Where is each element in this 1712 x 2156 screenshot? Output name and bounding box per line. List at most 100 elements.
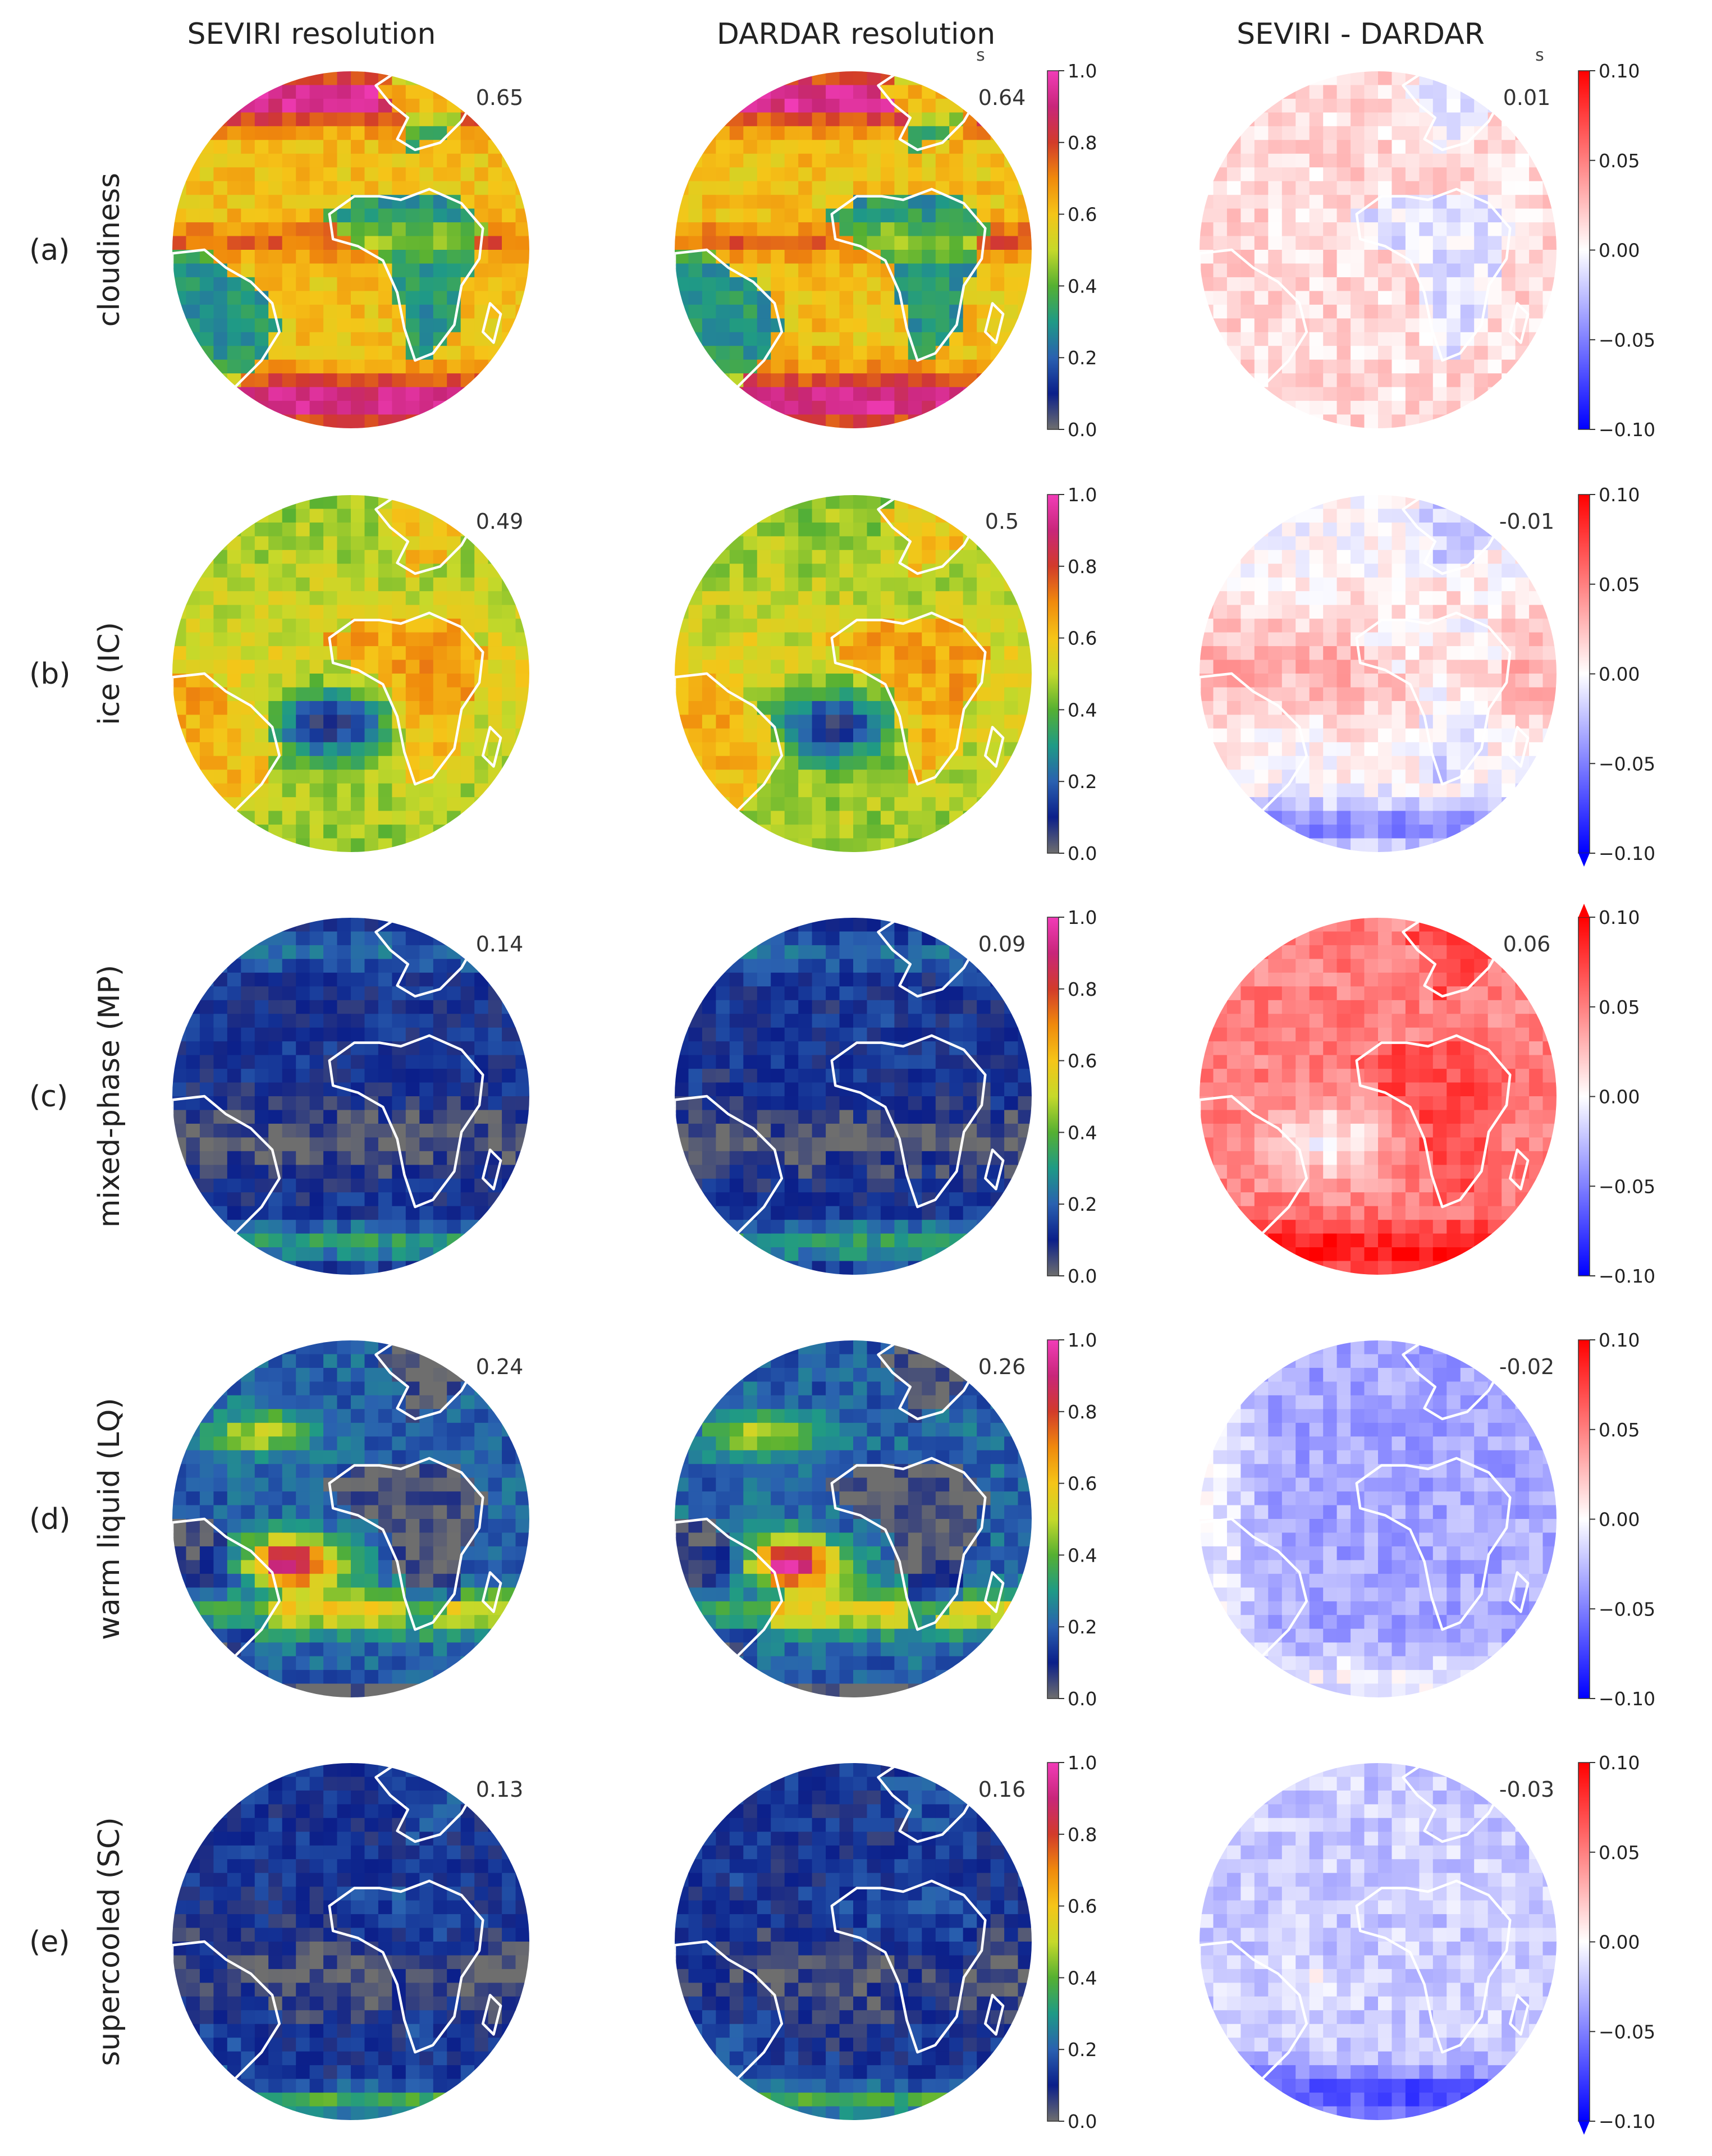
globe-cell [351, 687, 365, 702]
globe-cell [1323, 359, 1338, 374]
globe-cell [867, 167, 881, 182]
globe-cell [1405, 208, 1420, 223]
globe-cell [798, 838, 813, 852]
globe-cell [1240, 550, 1255, 564]
globe-cell [1378, 167, 1393, 182]
globe-cell [977, 783, 991, 798]
globe-cell [199, 1165, 214, 1179]
globe-cell [688, 1110, 703, 1124]
globe-cell [922, 277, 936, 291]
globe-cell [392, 1027, 406, 1042]
globe-cell [908, 715, 922, 729]
globe-cell [309, 304, 324, 319]
globe-cell [812, 646, 826, 661]
globe-cell [826, 332, 840, 346]
globe-cell [282, 1069, 296, 1083]
globe-cell [515, 632, 529, 647]
globe-cell [351, 291, 365, 305]
globe-cell [771, 222, 785, 237]
globe-cell [1296, 838, 1310, 852]
globe-cell [1529, 756, 1544, 770]
globe-cell [1018, 236, 1032, 250]
globe-cell [1254, 112, 1269, 127]
globe-cell [729, 1192, 744, 1207]
globe-cell [296, 1082, 310, 1097]
globe-cell [488, 646, 502, 661]
globe-cell [1268, 1192, 1283, 1207]
globe-cell [282, 222, 296, 237]
globe-cell [867, 728, 881, 743]
madagascar-outline [984, 726, 1005, 768]
globe-cell [241, 85, 255, 99]
globe-cell [798, 825, 813, 839]
globe-cell [949, 509, 964, 523]
globe-cell [812, 140, 826, 154]
globe-cell [949, 945, 964, 959]
globe-cell [1240, 770, 1255, 784]
globe-cell [241, 1096, 255, 1111]
globe-cell [268, 208, 283, 223]
globe-cell [894, 660, 909, 674]
globe-cell [433, 263, 447, 278]
globe-cell [1309, 728, 1324, 743]
globe-cell [323, 1082, 338, 1097]
globe-cell [199, 577, 214, 592]
globe-cell [894, 181, 909, 195]
globe-cell [241, 346, 255, 360]
globe-cell [1529, 687, 1544, 702]
colorbar-tick-label: 0.10 [1599, 484, 1640, 506]
globe-cell [1351, 783, 1365, 798]
globe-cell [364, 222, 379, 237]
globe-cell [1254, 619, 1269, 633]
globe-cell [688, 153, 703, 168]
globe-cell [1309, 605, 1324, 619]
globe-cell [908, 1123, 922, 1138]
globe-cell [1378, 509, 1393, 523]
globe-cell [460, 387, 475, 401]
globe-cell [880, 1151, 895, 1165]
globe-cell [812, 918, 826, 932]
globe-cell [716, 783, 730, 798]
globe-cell [894, 1082, 909, 1097]
globe-cell [812, 1096, 826, 1111]
globe-cell [433, 1069, 447, 1083]
globe-cell [227, 1178, 241, 1193]
globe-cell [743, 825, 758, 839]
globe-cell [337, 674, 351, 688]
globe-cell [702, 1055, 716, 1069]
globe-cell [867, 1014, 881, 1028]
globe-cell [1474, 674, 1489, 688]
globe-cell [784, 318, 799, 333]
globe-field [675, 918, 1032, 1275]
globe-cell [254, 959, 269, 973]
globe-cell [853, 1000, 868, 1014]
globe-cell [1378, 687, 1393, 702]
globe-cell [702, 1206, 716, 1220]
globe-cell [867, 373, 881, 388]
globe-cell [729, 756, 744, 770]
globe-cell [1296, 619, 1310, 633]
globe-cell [282, 536, 296, 551]
globe-cell [1419, 619, 1434, 633]
globe-cell [743, 167, 758, 182]
globe-cell [771, 972, 785, 987]
globe-cell [977, 1041, 991, 1056]
globe-cell [1018, 1014, 1032, 1028]
globe-cell [1240, 1192, 1255, 1207]
globe-cell [378, 825, 392, 839]
globe-cell [716, 742, 730, 757]
panel-mean-value: -0.01 [1499, 509, 1554, 534]
globe-cell [351, 1096, 365, 1111]
globe-cell [784, 605, 799, 619]
globe-cell [1432, 98, 1447, 113]
globe-cell [364, 332, 379, 346]
globe-cell [771, 85, 785, 99]
globe-cell [1309, 1041, 1324, 1056]
globe-cell [729, 1178, 744, 1193]
globe-cell [351, 263, 365, 278]
globe-cell [1336, 674, 1351, 688]
globe-cell [378, 701, 392, 715]
globe-cell [1391, 522, 1406, 537]
globe-cell [433, 277, 447, 291]
globe-cell [392, 660, 406, 674]
